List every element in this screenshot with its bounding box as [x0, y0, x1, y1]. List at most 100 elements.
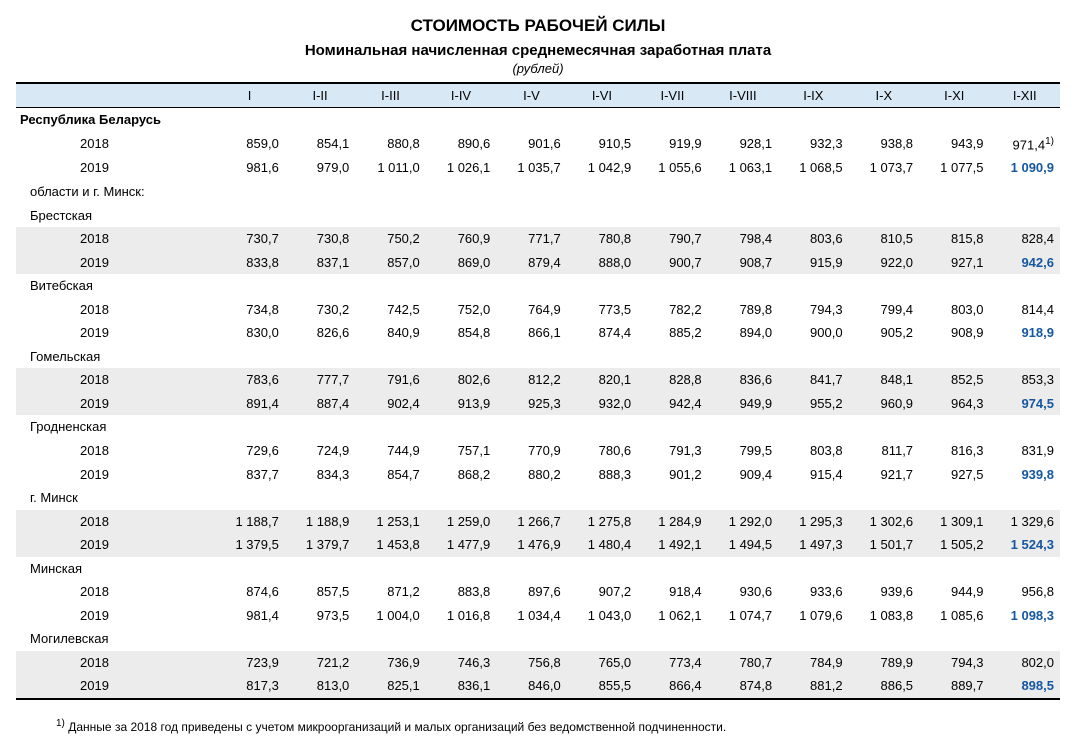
cell-value: 1 063,1	[708, 156, 778, 180]
cell-empty	[426, 627, 496, 651]
cell-empty	[496, 274, 566, 298]
cell-empty	[778, 557, 848, 581]
cell-value: 756,8	[496, 651, 566, 675]
cell-value: 874,6	[214, 580, 284, 604]
cell-empty	[285, 415, 355, 439]
cell-empty	[426, 108, 496, 132]
cell-empty	[285, 204, 355, 228]
cell-empty	[214, 180, 284, 204]
cell-value: 813,0	[285, 674, 355, 699]
cell-value: 798,4	[708, 227, 778, 251]
cell-empty	[426, 274, 496, 298]
cell-value: 764,9	[496, 298, 566, 322]
cell-value: 1 090,9	[990, 156, 1060, 180]
cell-value: 1 275,8	[567, 510, 637, 534]
cell-value: 1 505,2	[919, 533, 989, 557]
cell-value: 938,8	[849, 132, 919, 157]
year-label: 2019	[16, 604, 214, 628]
row-label: Гродненская	[16, 415, 214, 439]
cell-value: 794,3	[919, 651, 989, 675]
cell-empty	[567, 274, 637, 298]
cell-empty	[849, 627, 919, 651]
cell-value: 817,3	[214, 674, 284, 699]
cell-value: 802,6	[426, 368, 496, 392]
cell-empty	[990, 557, 1060, 581]
cell-value: 1 480,4	[567, 533, 637, 557]
cell-value: 881,2	[778, 674, 848, 699]
cell-value: 888,0	[567, 251, 637, 275]
cell-value: 1 011,0	[355, 156, 425, 180]
cell-value: 915,4	[778, 463, 848, 487]
cell-value: 1 477,9	[426, 533, 496, 557]
cell-value: 915,9	[778, 251, 848, 275]
cell-value: 820,1	[567, 368, 637, 392]
cell-empty	[708, 415, 778, 439]
cell-value: 1 026,1	[426, 156, 496, 180]
header-col: I	[214, 83, 284, 108]
cell-value: 1 188,9	[285, 510, 355, 534]
cell-value: 721,2	[285, 651, 355, 675]
cell-value: 922,0	[849, 251, 919, 275]
header-col: I-XI	[919, 83, 989, 108]
cell-value: 828,8	[637, 368, 707, 392]
cell-value: 973,5	[285, 604, 355, 628]
cell-value: 840,9	[355, 321, 425, 345]
cell-value: 933,6	[778, 580, 848, 604]
header-row: I I-II I-III I-IV I-V I-VI I-VII I-VIII …	[16, 83, 1060, 108]
cell-value: 908,7	[708, 251, 778, 275]
cell-value: 1 259,0	[426, 510, 496, 534]
cell-empty	[990, 486, 1060, 510]
cell-value: 1 476,9	[496, 533, 566, 557]
cell-value: 879,4	[496, 251, 566, 275]
cell-empty	[355, 415, 425, 439]
header-blank	[16, 83, 214, 108]
cell-empty	[990, 345, 1060, 369]
cell-value: 1 043,0	[567, 604, 637, 628]
footnote-marker: 1)	[56, 718, 65, 729]
cell-value: 1 085,6	[919, 604, 989, 628]
year-label: 2018	[16, 132, 214, 157]
cell-empty	[849, 557, 919, 581]
cell-empty	[708, 345, 778, 369]
cell-value: 1 302,6	[849, 510, 919, 534]
cell-value: 757,1	[426, 439, 496, 463]
cell-empty	[426, 415, 496, 439]
cell-empty	[285, 345, 355, 369]
cell-value: 744,9	[355, 439, 425, 463]
cell-value: 831,9	[990, 439, 1060, 463]
cell-empty	[285, 274, 355, 298]
cell-value: 780,7	[708, 651, 778, 675]
cell-value: 932,3	[778, 132, 848, 157]
cell-empty	[567, 345, 637, 369]
cell-empty	[919, 345, 989, 369]
cell-value: 1 034,4	[496, 604, 566, 628]
cell-empty	[778, 274, 848, 298]
cell-empty	[426, 557, 496, 581]
year-label: 2019	[16, 674, 214, 699]
cell-value: 803,0	[919, 298, 989, 322]
cell-value: 868,2	[426, 463, 496, 487]
year-label: 2019	[16, 392, 214, 416]
cell-value: 930,6	[708, 580, 778, 604]
cell-value: 921,7	[849, 463, 919, 487]
cell-empty	[214, 204, 284, 228]
cell-value: 1 079,6	[778, 604, 848, 628]
cell-empty	[214, 345, 284, 369]
cell-empty	[990, 180, 1060, 204]
cell-value: 830,0	[214, 321, 284, 345]
cell-value: 1 492,1	[637, 533, 707, 557]
cell-empty	[355, 108, 425, 132]
cell-value: 981,4	[214, 604, 284, 628]
header-col: I-VII	[637, 83, 707, 108]
cell-value: 736,9	[355, 651, 425, 675]
cell-value: 927,1	[919, 251, 989, 275]
cell-empty	[355, 486, 425, 510]
cell-value: 853,3	[990, 368, 1060, 392]
cell-value: 734,8	[214, 298, 284, 322]
cell-empty	[919, 415, 989, 439]
cell-value: 1 068,5	[778, 156, 848, 180]
cell-value: 928,1	[708, 132, 778, 157]
cell-empty	[496, 627, 566, 651]
year-label: 2019	[16, 321, 214, 345]
row-label: Республика Беларусь	[16, 108, 214, 132]
